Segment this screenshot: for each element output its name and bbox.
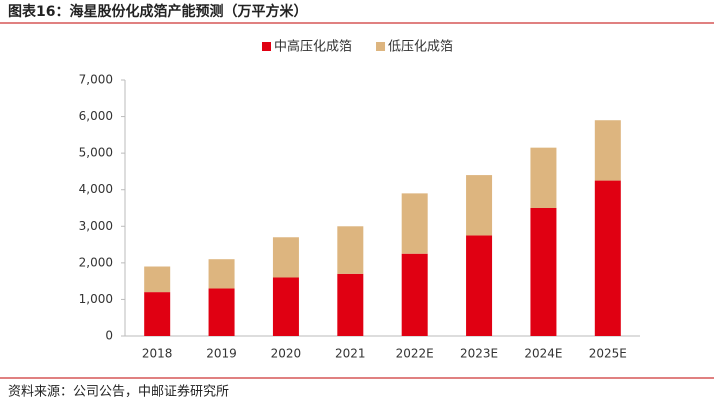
legend-swatch [376,42,386,51]
x-tick-label: 2018 [142,347,173,361]
x-tick-label: 2019 [206,347,237,361]
y-tick-label: 5,000 [79,146,113,160]
bar-segment [594,180,621,336]
y-tick-label: 2,000 [79,255,113,269]
source: 资料来源：公司公告，中邮证券研究所 [8,384,229,400]
bar-segment [594,120,621,181]
legend-label: 低压化成箔 [388,39,453,55]
y-tick-label: 3,000 [79,219,113,233]
bar-segment [466,235,493,336]
y-tick-label: 6,000 [79,109,113,123]
bar-segment [530,147,557,208]
bar-segment [401,253,428,336]
bar-segment [208,259,235,289]
x-tick-label: 2022E [396,347,434,361]
bar-segment [337,226,364,274]
x-tick-label: 2020 [271,347,302,361]
y-tick-label: 0 [105,329,113,343]
bar-segment [466,175,493,236]
legend-label: 中高压化成箔 [274,39,352,55]
legend-swatch [262,42,271,51]
chart-title: 图表16：海星股份化成箔产能预测（万平方米） [8,3,307,20]
x-tick-label: 2025E [589,347,627,361]
bar-segment [144,292,171,336]
x-tick-label: 2024E [524,347,562,361]
y-tick-label: 4,000 [79,182,113,196]
x-tick-label: 2021 [335,347,366,361]
bar-segment [272,237,299,278]
bar-segment [337,273,364,336]
bar-segment [530,208,557,336]
y-tick-label: 1,000 [79,292,113,306]
bar-segment [401,193,428,254]
bar-segment [208,288,235,336]
bar-segment [272,277,299,336]
y-tick-label: 7,000 [79,73,113,87]
bar-segment [144,266,171,293]
x-tick-label: 2023E [460,347,498,361]
